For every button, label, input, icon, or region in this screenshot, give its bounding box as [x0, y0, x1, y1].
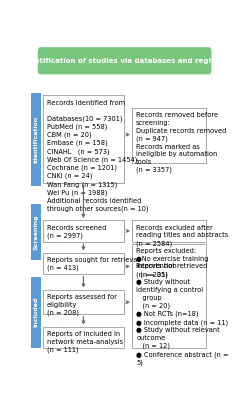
Bar — [31, 277, 41, 348]
Text: Identification: Identification — [34, 115, 39, 163]
Text: Identification of studies via databases and register: Identification of studies via databases … — [22, 58, 227, 64]
Text: Records screened
(n = 2997): Records screened (n = 2997) — [46, 225, 106, 239]
Text: Reports assessed for
eligibility
(n = 208): Reports assessed for eligibility (n = 20… — [46, 294, 116, 316]
Text: Reports excluded:
●No exercise training
intervention
  (n = 31)
● Study without
: Reports excluded: ●No exercise training … — [136, 248, 229, 366]
Bar — [31, 204, 41, 259]
FancyBboxPatch shape — [132, 108, 206, 163]
Text: Records removed before
screening:
Duplicate records removed
(n = 947)
Records ma: Records removed before screening: Duplic… — [136, 112, 227, 173]
Bar — [31, 93, 41, 186]
Text: Included: Included — [34, 297, 39, 327]
FancyBboxPatch shape — [43, 327, 124, 348]
Text: Records identified from

Databases(10 = 7301)
PubMed (n = 558)
CBM (n = 20)
Emba: Records identified from Databases(10 = 7… — [46, 100, 148, 212]
FancyBboxPatch shape — [43, 95, 124, 183]
FancyBboxPatch shape — [43, 253, 124, 274]
Text: Reports sought for retrieval
(n = 413): Reports sought for retrieval (n = 413) — [46, 257, 139, 271]
Text: Reports of included in
network meta-analysis
(n = 111): Reports of included in network meta-anal… — [46, 331, 123, 353]
FancyBboxPatch shape — [132, 243, 206, 348]
FancyBboxPatch shape — [38, 47, 211, 74]
FancyBboxPatch shape — [43, 290, 124, 314]
Text: Reports not retrieved
(n = 205): Reports not retrieved (n = 205) — [136, 263, 207, 277]
FancyBboxPatch shape — [132, 259, 206, 274]
Text: Screening: Screening — [34, 214, 39, 249]
Text: Records excluded after
reading titles and abstracts
(n = 2584): Records excluded after reading titles an… — [136, 225, 228, 247]
FancyBboxPatch shape — [43, 221, 124, 242]
FancyBboxPatch shape — [132, 221, 206, 242]
